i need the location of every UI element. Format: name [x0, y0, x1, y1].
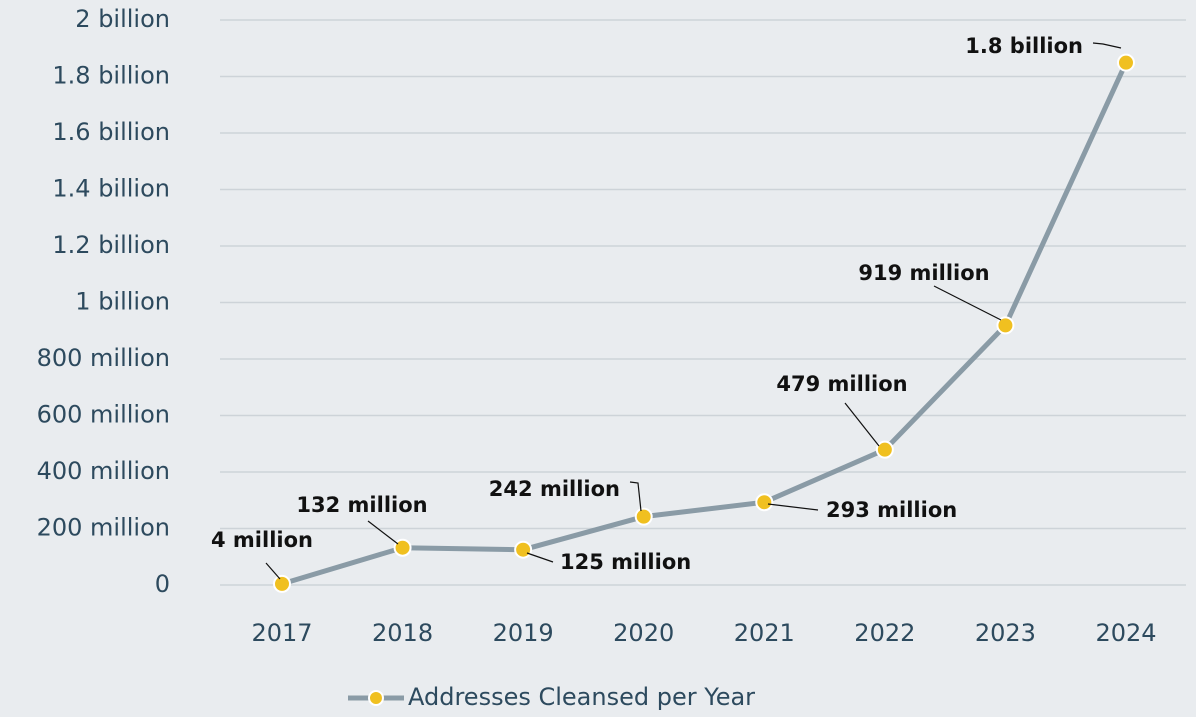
- y-tick-label: 600 million: [37, 401, 170, 429]
- marker: [273, 574, 291, 593]
- y-tick-label: 0: [155, 570, 170, 598]
- marker: [755, 493, 774, 512]
- y-tick-label: 1.6 billion: [52, 118, 170, 146]
- data-label: 479 million: [776, 372, 907, 396]
- x-tick-label: 2021: [734, 619, 795, 647]
- leader-line: [265, 562, 281, 580]
- y-tick-label: 400 million: [37, 457, 170, 485]
- leader-line: [1092, 42, 1122, 49]
- y-tick-label: 1.2 billion: [52, 231, 170, 259]
- legend-marker: [368, 690, 384, 706]
- y-tick-label: 1.8 billion: [52, 62, 170, 90]
- legend-label: Addresses Cleansed per Year: [408, 683, 755, 711]
- marker: [1116, 53, 1135, 72]
- x-tick-label: 2018: [372, 619, 433, 647]
- x-tick-label: 2023: [975, 619, 1036, 647]
- y-tick-label: 2 billion: [75, 5, 170, 33]
- y-tick-label: 200 million: [37, 514, 170, 542]
- y-tick-label: 1.4 billion: [52, 175, 170, 203]
- data-label: 919 million: [858, 261, 989, 285]
- marker: [996, 316, 1015, 335]
- marker: [393, 538, 412, 557]
- marker: [875, 440, 894, 459]
- x-tick-label: 2020: [613, 619, 674, 647]
- y-tick-label: 800 million: [37, 344, 170, 372]
- x-tick-label: 2017: [251, 619, 312, 647]
- leader-line: [844, 402, 880, 447]
- data-label: 125 million: [560, 550, 691, 574]
- leader-line: [526, 552, 554, 563]
- data-label: 1.8 billion: [965, 34, 1083, 58]
- leader-line: [367, 520, 399, 545]
- data-label: 4 million: [211, 528, 313, 552]
- leader-line: [767, 503, 819, 511]
- data-label: 293 million: [826, 498, 957, 522]
- x-tick-label: 2024: [1095, 619, 1156, 647]
- marker: [634, 507, 653, 526]
- series-line: [281, 61, 1129, 587]
- data-label: 242 million: [489, 477, 620, 501]
- x-tick-label: 2022: [854, 619, 915, 647]
- x-tick-label: 2019: [493, 619, 554, 647]
- data-label: 132 million: [296, 493, 427, 517]
- marker: [514, 540, 533, 559]
- y-tick-label: 1 billion: [75, 288, 170, 316]
- leader-line: [629, 481, 642, 512]
- leader-line: [933, 285, 1002, 321]
